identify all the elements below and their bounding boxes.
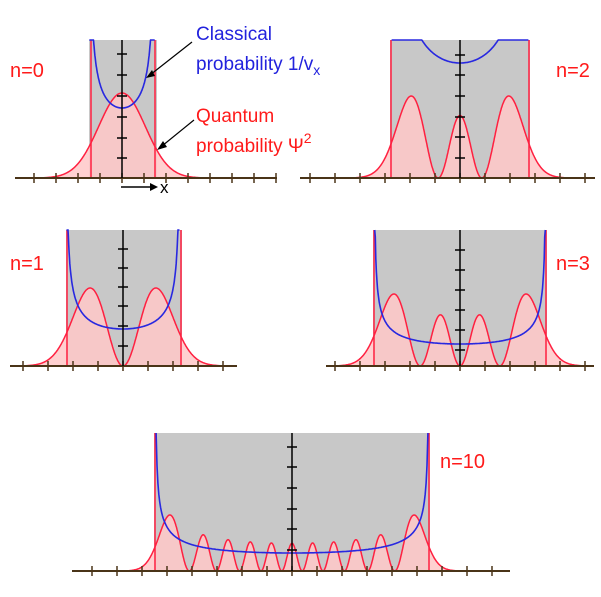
quantum-arrow	[161, 119, 195, 147]
x-direction-indicator: x	[121, 178, 169, 197]
y-axis-ticks	[118, 248, 128, 347]
panel-n10: n=10	[72, 432, 510, 576]
y-axis-ticks	[117, 53, 127, 159]
classical-label-line2: probability 1/vx	[196, 54, 320, 78]
classical-label-subscript: x	[313, 62, 320, 78]
x-axis-ticks	[22, 361, 224, 371]
quantum-arrow-head	[157, 141, 167, 150]
y-axis-ticks	[455, 54, 465, 159]
x-arrow-head	[150, 183, 158, 191]
panel-n2: n=2	[300, 39, 595, 183]
quantum-label-superscript: 2	[304, 130, 312, 146]
x-axis-label: x	[160, 178, 169, 197]
y-axis-ticks	[455, 249, 465, 351]
quantum-label-text: probability Ψ	[196, 136, 304, 157]
quantum-annotation: Quantum probability Ψ2	[157, 106, 312, 157]
classical-label-line1: Classical	[196, 24, 272, 45]
x-axis-ticks	[309, 173, 586, 183]
y-axis-ticks	[287, 446, 297, 551]
panel-label: n=3	[556, 253, 590, 275]
x-axis-ticks	[91, 566, 493, 576]
panel-n3: n=3	[326, 229, 594, 371]
classical-arrow-head	[146, 70, 155, 78]
classical-annotation: Classical probability 1/vx	[146, 24, 320, 78]
panel-label: n=1	[10, 253, 44, 275]
panel-n0: n=0	[10, 39, 277, 183]
panel-label: n=2	[556, 60, 590, 82]
panel-label: n=0	[10, 60, 44, 82]
classical-label-text: probability 1/v	[196, 54, 314, 75]
quantum-label-line2: probability Ψ2	[196, 130, 312, 157]
quantum-label-line1: Quantum	[196, 106, 274, 127]
panel-label: n=10	[440, 451, 485, 473]
classical-arrow	[149, 41, 193, 76]
panel-n1: n=1	[10, 229, 237, 371]
